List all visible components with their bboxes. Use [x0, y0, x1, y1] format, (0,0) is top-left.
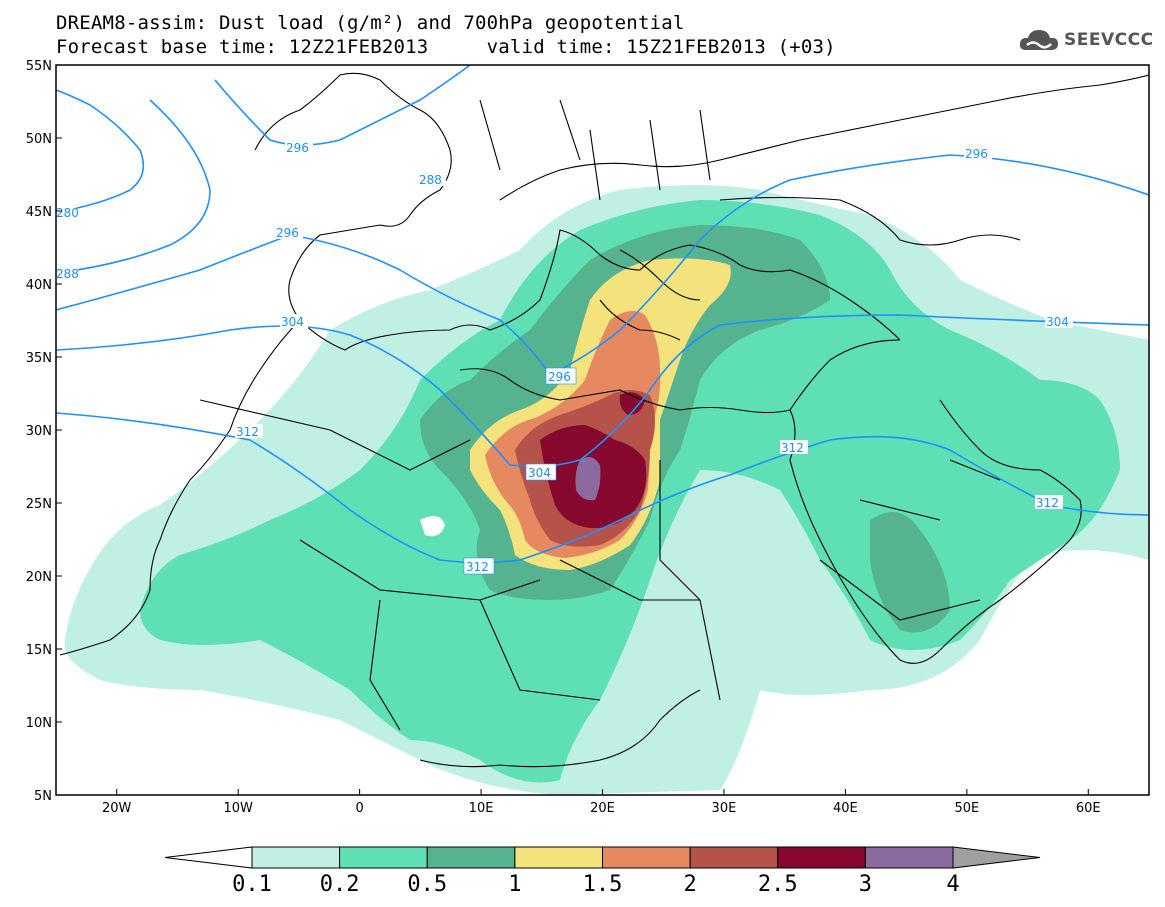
- cloud-logo-icon: [1019, 30, 1058, 50]
- contour-label: 296: [275, 225, 303, 240]
- colorbar-over-triangle: [952, 846, 1041, 869]
- contour-label: 312: [463, 557, 495, 575]
- contour-label: 288: [56, 266, 79, 281]
- colorbar-label: 1.5: [582, 872, 623, 897]
- contour-label: 304: [525, 463, 557, 481]
- colorbar-label: 1: [508, 872, 522, 897]
- dust-field: [64, 185, 1149, 795]
- colorbar-label: 0.5: [407, 872, 448, 897]
- lon-tick-label: 20W: [102, 801, 132, 816]
- colorbar-label: 4: [946, 872, 960, 897]
- svg-text:312: 312: [466, 560, 489, 574]
- contour-label: 296: [964, 146, 992, 161]
- colorbar-label: 2: [683, 872, 697, 897]
- lon-tick-label: 30E: [712, 801, 737, 816]
- svg-text:296: 296: [548, 370, 571, 384]
- forecast-time-line: Forecast base time: 12Z21FEB2013 valid t…: [56, 36, 836, 58]
- latitude-axis: 55N 50N 45N 40N 35N 30N 25N 20N 15N 10N 5N: [26, 59, 62, 804]
- lon-tick-label: 10E: [469, 801, 494, 816]
- contour-label: 312: [1035, 495, 1063, 510]
- lon-tick-label: 20E: [590, 801, 615, 816]
- svg-text:288: 288: [56, 267, 79, 281]
- seevccc-logo: SEEVCCC: [1018, 26, 1154, 54]
- svg-text:304: 304: [1046, 315, 1069, 329]
- svg-text:280: 280: [56, 206, 79, 220]
- svg-text:312: 312: [1036, 496, 1059, 510]
- lat-tick-label: 45N: [26, 205, 52, 220]
- colorbar-swatch: [689, 846, 779, 869]
- lat-tick-label: 25N: [26, 497, 52, 512]
- colorbar-swatch: [602, 846, 691, 869]
- dust-band-3: [575, 456, 601, 501]
- lat-tick-label: 5N: [34, 789, 52, 804]
- colorbar-swatch: [777, 846, 866, 869]
- colorbar-swatch: [426, 846, 516, 869]
- svg-text:312: 312: [236, 425, 259, 439]
- contour-label: 304: [280, 314, 308, 329]
- colorbar-label: 3: [858, 872, 872, 897]
- lat-tick-label: 10N: [26, 716, 52, 731]
- lon-tick-label: 50E: [954, 801, 979, 816]
- svg-text:296: 296: [286, 141, 309, 155]
- colorbar-swatch: [251, 846, 341, 869]
- colorbar-label: 0.1: [232, 872, 272, 897]
- lat-tick-label: 15N: [26, 643, 52, 658]
- contour-label: 296: [545, 367, 577, 385]
- lat-tick-label: 30N: [26, 424, 52, 439]
- contour-label: 288: [418, 172, 446, 187]
- svg-text:296: 296: [276, 226, 299, 240]
- colorbar-label: 2.5: [757, 872, 798, 897]
- colorbar-swatch: [864, 846, 954, 869]
- contour-label: 312: [235, 424, 263, 439]
- svg-text:288: 288: [419, 173, 442, 187]
- map-title: DREAM8-assim: Dust load (g/m²) and 700hP…: [56, 12, 685, 34]
- contour-labels: 296 288 280 288 296 304 312 296 304 312 …: [56, 140, 1073, 575]
- lat-tick-label: 40N: [26, 278, 52, 293]
- lat-tick-label: 55N: [26, 59, 52, 74]
- lat-tick-label: 50N: [26, 132, 52, 147]
- svg-text:304: 304: [528, 466, 551, 480]
- lon-tick-label: 10W: [223, 801, 253, 816]
- contour-label: 304: [1045, 314, 1073, 329]
- svg-text:296: 296: [965, 147, 988, 161]
- svg-text:312: 312: [781, 441, 804, 455]
- longitude-axis: 20W 10W 0 10E 20E 30E 40E 50E 60E: [102, 789, 1101, 816]
- colorbar-under-triangle: [164, 846, 253, 869]
- lon-tick-label: 60E: [1076, 801, 1101, 816]
- coastlines: [59, 72, 1149, 768]
- colorbar-label: 0.2: [319, 872, 360, 897]
- logo-text: SEEVCCC: [1064, 30, 1154, 50]
- svg-text:304: 304: [281, 315, 304, 329]
- lon-tick-label: 0: [355, 801, 363, 816]
- colorbar: [164, 846, 1041, 869]
- contour-label: 296: [285, 140, 313, 155]
- contour-label: 312: [780, 440, 808, 455]
- lat-tick-label: 35N: [26, 351, 52, 366]
- colorbar-swatch: [514, 846, 603, 869]
- colorbar-swatch: [339, 846, 428, 869]
- contour-label: 280: [56, 205, 79, 220]
- lat-tick-label: 20N: [26, 570, 52, 585]
- lon-tick-label: 40E: [833, 801, 858, 816]
